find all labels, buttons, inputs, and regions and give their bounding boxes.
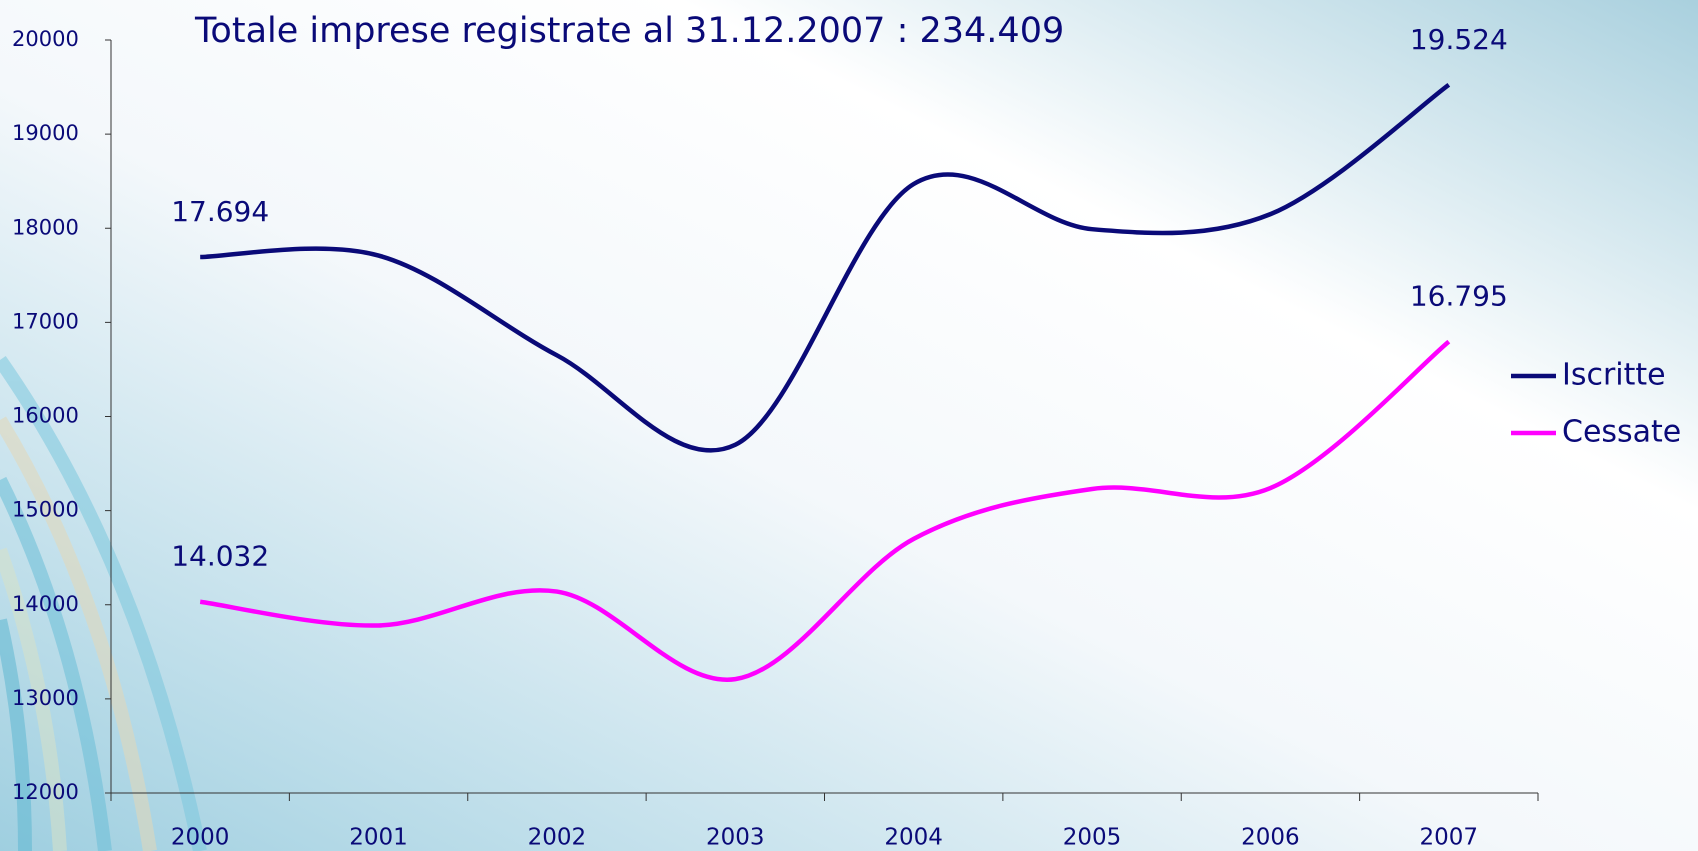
x-tick-label: 2004 — [884, 825, 943, 851]
legend-label: Iscritte — [1562, 358, 1666, 393]
y-tick-label: 12000 — [12, 780, 79, 804]
y-tick-label: 18000 — [12, 215, 79, 239]
series-line — [200, 82, 1451, 453]
x-tick-label: 2001 — [349, 825, 408, 851]
y-tick-label: 16000 — [12, 404, 79, 428]
y-tick-label: 19000 — [12, 121, 79, 145]
x-tick-label: 2003 — [706, 825, 765, 851]
chart-title: Totale imprese registrate al 31.12.2007 … — [194, 11, 1064, 51]
y-tick-label: 17000 — [12, 309, 79, 333]
x-tick-label: 2000 — [171, 825, 230, 851]
y-tick-label: 13000 — [12, 686, 79, 710]
x-tick-label: 2005 — [1063, 825, 1122, 851]
y-tick-label: 14000 — [12, 592, 79, 616]
value-label: 19.524 — [1410, 23, 1508, 56]
value-label: 17.694 — [171, 195, 269, 228]
x-tick-label: 2006 — [1241, 825, 1300, 851]
x-tick-label: 2007 — [1420, 825, 1479, 851]
series-line — [199, 339, 1451, 682]
value-label: 14.032 — [171, 540, 269, 573]
y-tick-label: 20000 — [12, 27, 79, 51]
x-tick-label: 2002 — [528, 825, 587, 851]
y-tick-label: 15000 — [12, 498, 79, 522]
decoration — [0, 355, 207, 851]
legend-label: Cessate — [1562, 415, 1681, 450]
value-label: 16.795 — [1410, 280, 1508, 313]
